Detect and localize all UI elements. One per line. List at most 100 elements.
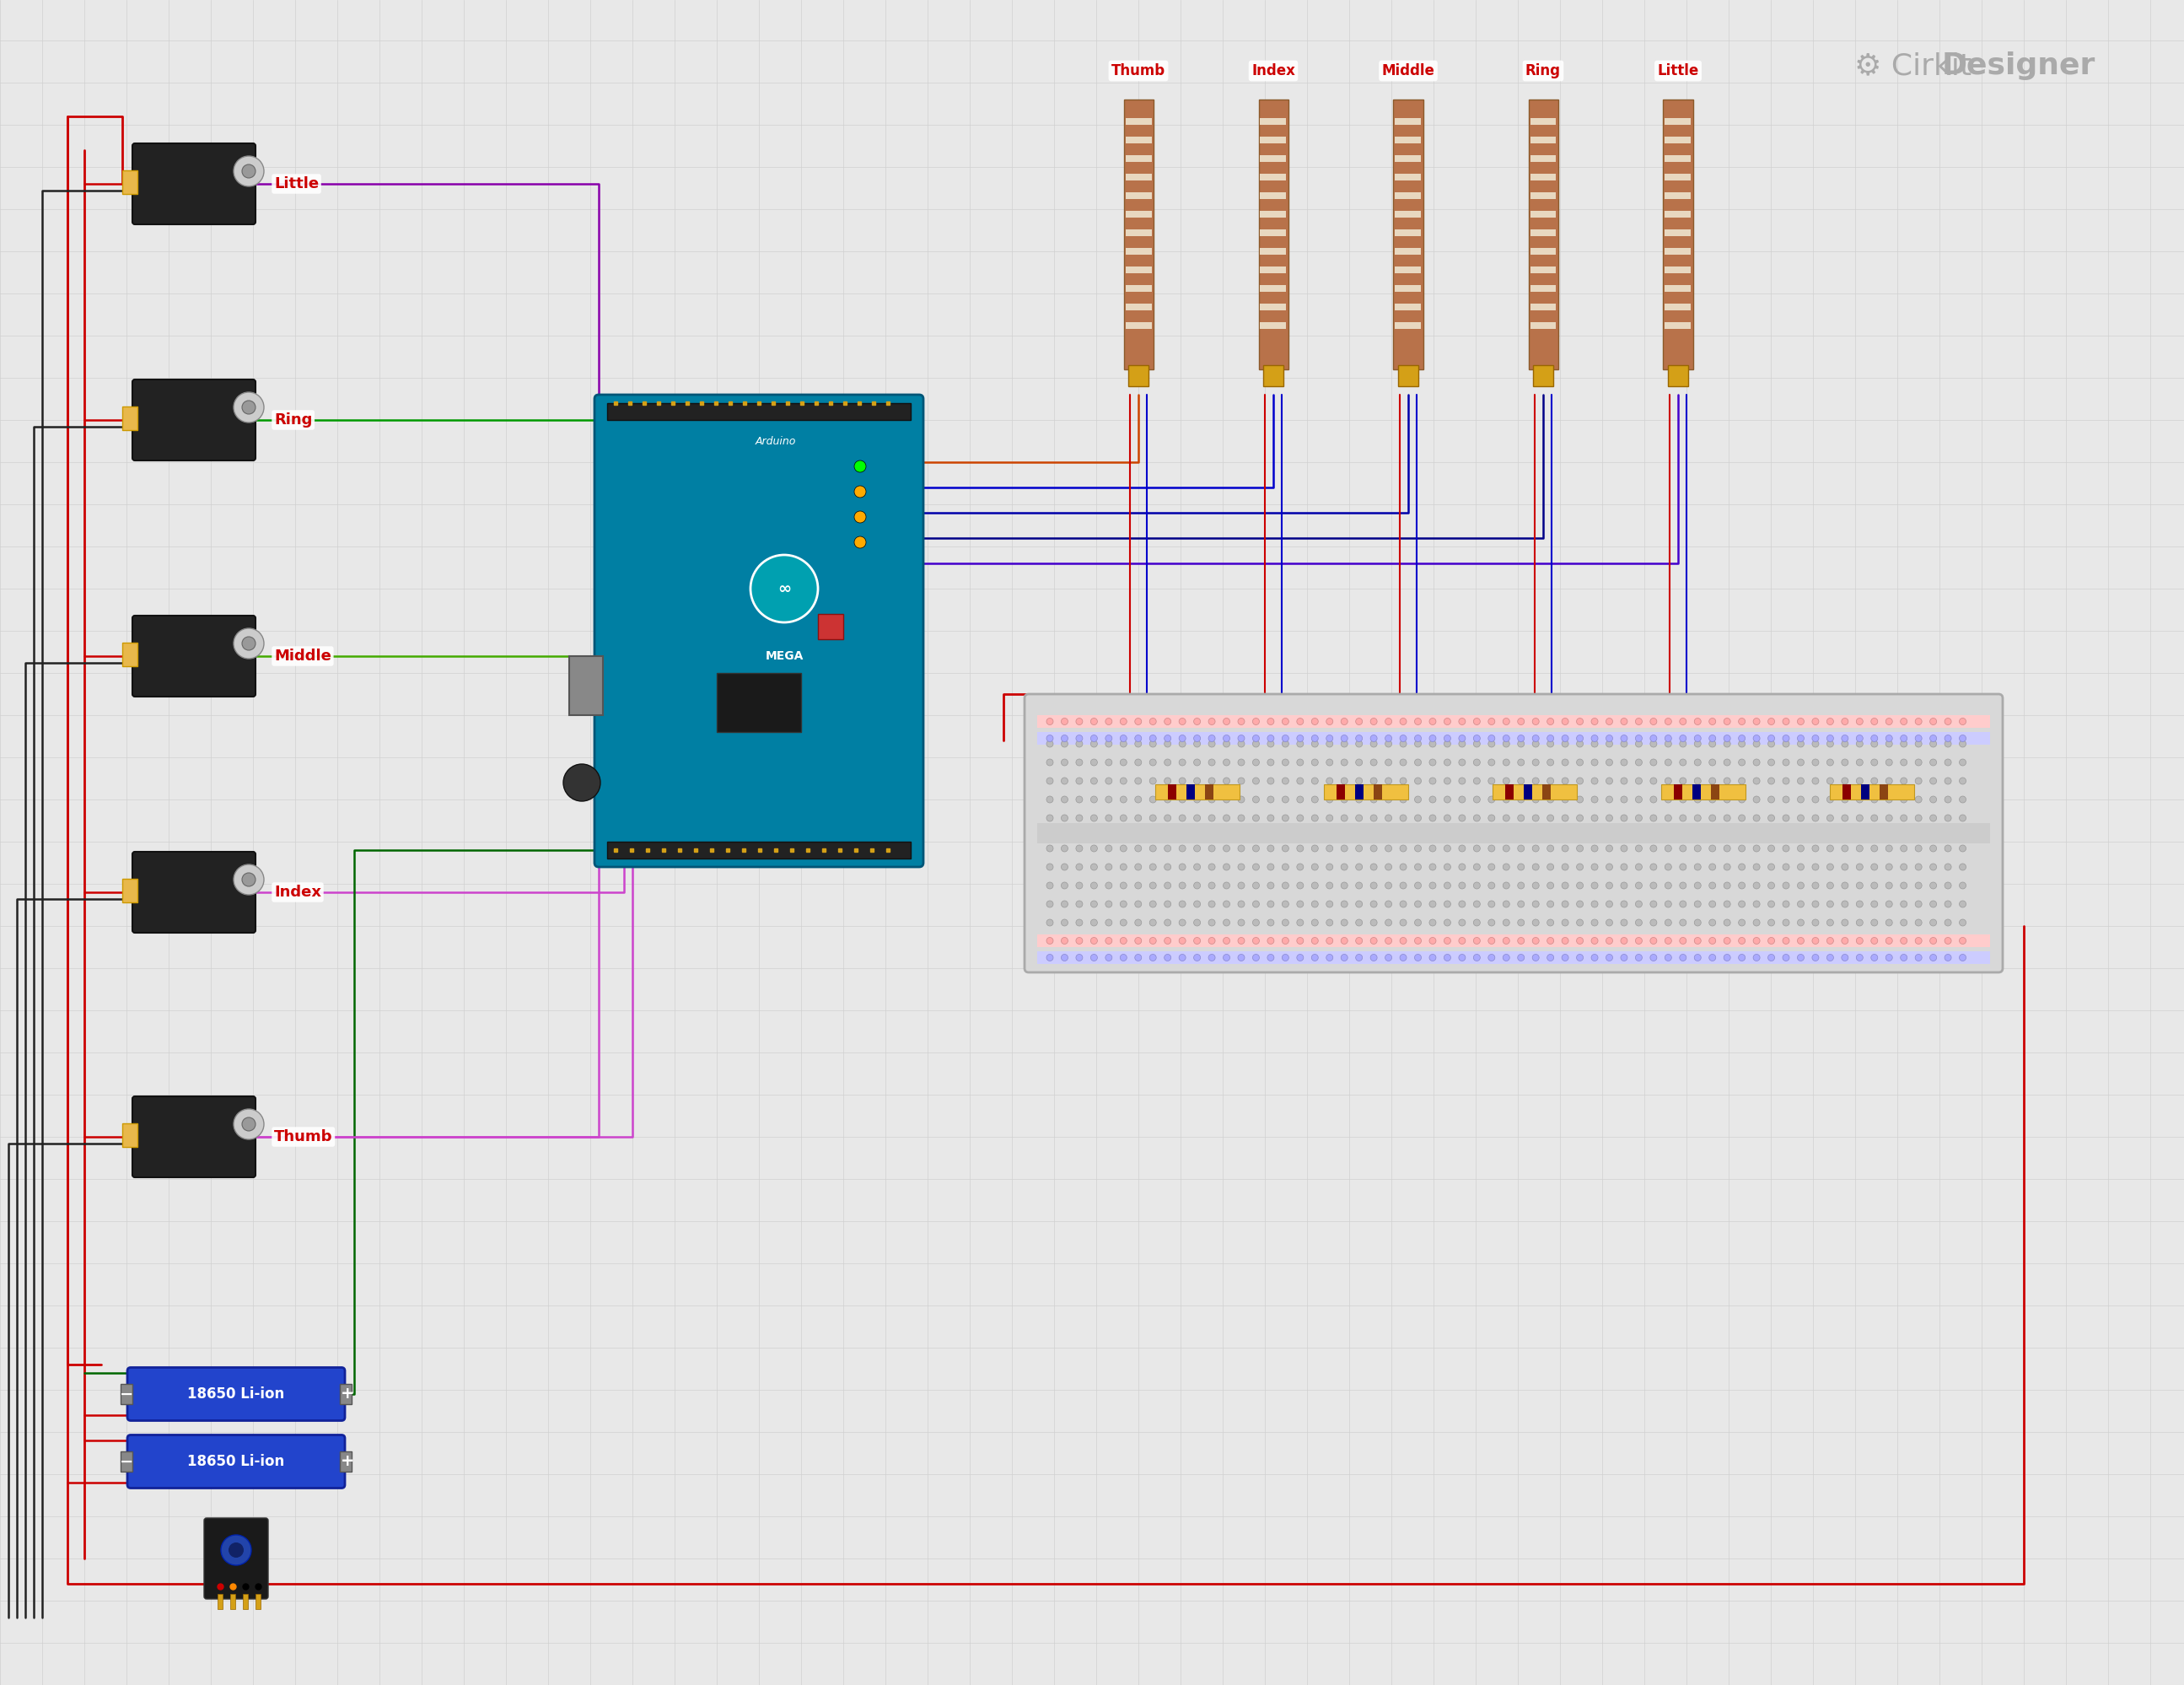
Circle shape — [1856, 883, 1863, 890]
Circle shape — [1518, 954, 1524, 960]
Circle shape — [1164, 901, 1171, 908]
Circle shape — [1959, 740, 1966, 746]
Circle shape — [1400, 846, 1406, 853]
Circle shape — [1797, 777, 1804, 784]
Bar — [1880, 784, 1887, 799]
Circle shape — [1195, 740, 1201, 746]
Circle shape — [1400, 777, 1406, 784]
Bar — [819, 613, 843, 639]
Circle shape — [1136, 883, 1142, 890]
Circle shape — [1605, 920, 1612, 927]
Text: 18650 Li-ion: 18650 Li-ion — [188, 1387, 284, 1402]
Bar — [122, 1124, 138, 1147]
Bar — [1037, 822, 1990, 844]
Circle shape — [854, 536, 867, 548]
Circle shape — [1679, 846, 1686, 853]
Circle shape — [1282, 846, 1289, 853]
Bar — [1664, 118, 1690, 125]
Circle shape — [1120, 795, 1127, 802]
Circle shape — [1518, 740, 1524, 746]
Circle shape — [1459, 901, 1465, 908]
Circle shape — [1723, 758, 1730, 765]
Circle shape — [1385, 740, 1391, 746]
Circle shape — [1518, 901, 1524, 908]
Circle shape — [1254, 954, 1260, 960]
Circle shape — [1223, 718, 1230, 725]
Circle shape — [1959, 920, 1966, 927]
Circle shape — [1164, 846, 1171, 853]
Circle shape — [1428, 954, 1437, 960]
Circle shape — [1562, 846, 1568, 853]
Bar — [1505, 784, 1514, 799]
Circle shape — [1282, 777, 1289, 784]
Circle shape — [1738, 883, 1745, 890]
Bar — [1396, 155, 1422, 162]
Circle shape — [1915, 795, 1922, 802]
Circle shape — [1179, 954, 1186, 960]
Circle shape — [1723, 718, 1730, 725]
Circle shape — [1738, 937, 1745, 944]
Circle shape — [1592, 718, 1599, 725]
Circle shape — [1487, 920, 1494, 927]
Circle shape — [1061, 718, 1068, 725]
Circle shape — [1782, 795, 1789, 802]
Circle shape — [1267, 864, 1273, 871]
Circle shape — [1915, 735, 1922, 741]
Text: MEGA: MEGA — [764, 650, 804, 662]
Circle shape — [1223, 758, 1230, 765]
Circle shape — [1208, 758, 1214, 765]
Circle shape — [1885, 920, 1894, 927]
Circle shape — [1944, 901, 1950, 908]
Circle shape — [1105, 901, 1112, 908]
Circle shape — [1046, 864, 1053, 871]
Circle shape — [1738, 758, 1745, 765]
Bar — [120, 1383, 133, 1404]
Circle shape — [1797, 795, 1804, 802]
Circle shape — [1959, 901, 1966, 908]
Bar — [1396, 322, 1422, 329]
Circle shape — [1385, 920, 1391, 927]
Circle shape — [1959, 795, 1966, 802]
Circle shape — [1238, 901, 1245, 908]
Circle shape — [1797, 740, 1804, 746]
Circle shape — [1636, 740, 1642, 746]
Circle shape — [1885, 735, 1894, 741]
Circle shape — [1238, 937, 1245, 944]
Circle shape — [1856, 846, 1863, 853]
Circle shape — [1487, 735, 1494, 741]
Circle shape — [1503, 937, 1509, 944]
Circle shape — [1931, 937, 1937, 944]
Circle shape — [1090, 740, 1096, 746]
Circle shape — [1872, 735, 1878, 741]
Circle shape — [1223, 954, 1230, 960]
Circle shape — [1208, 846, 1214, 853]
Circle shape — [1310, 937, 1319, 944]
Circle shape — [1931, 814, 1937, 821]
Circle shape — [1254, 740, 1260, 746]
Circle shape — [1385, 883, 1391, 890]
Bar — [1260, 211, 1286, 217]
Text: Thumb: Thumb — [273, 1129, 332, 1144]
Circle shape — [1605, 758, 1612, 765]
Circle shape — [1605, 740, 1612, 746]
Circle shape — [1164, 740, 1171, 746]
Circle shape — [1310, 740, 1319, 746]
Circle shape — [1356, 777, 1363, 784]
Circle shape — [1369, 901, 1378, 908]
Circle shape — [1738, 795, 1745, 802]
Circle shape — [1297, 740, 1304, 746]
Circle shape — [1267, 814, 1273, 821]
Circle shape — [1428, 883, 1437, 890]
Circle shape — [1518, 920, 1524, 927]
Circle shape — [1546, 901, 1553, 908]
Bar — [1531, 248, 1557, 254]
Circle shape — [1605, 735, 1612, 741]
FancyBboxPatch shape — [133, 379, 256, 460]
Circle shape — [1592, 954, 1599, 960]
Circle shape — [1459, 954, 1465, 960]
Circle shape — [1944, 777, 1950, 784]
Circle shape — [1931, 954, 1937, 960]
Circle shape — [1223, 814, 1230, 821]
Circle shape — [1385, 814, 1391, 821]
Circle shape — [1856, 937, 1863, 944]
